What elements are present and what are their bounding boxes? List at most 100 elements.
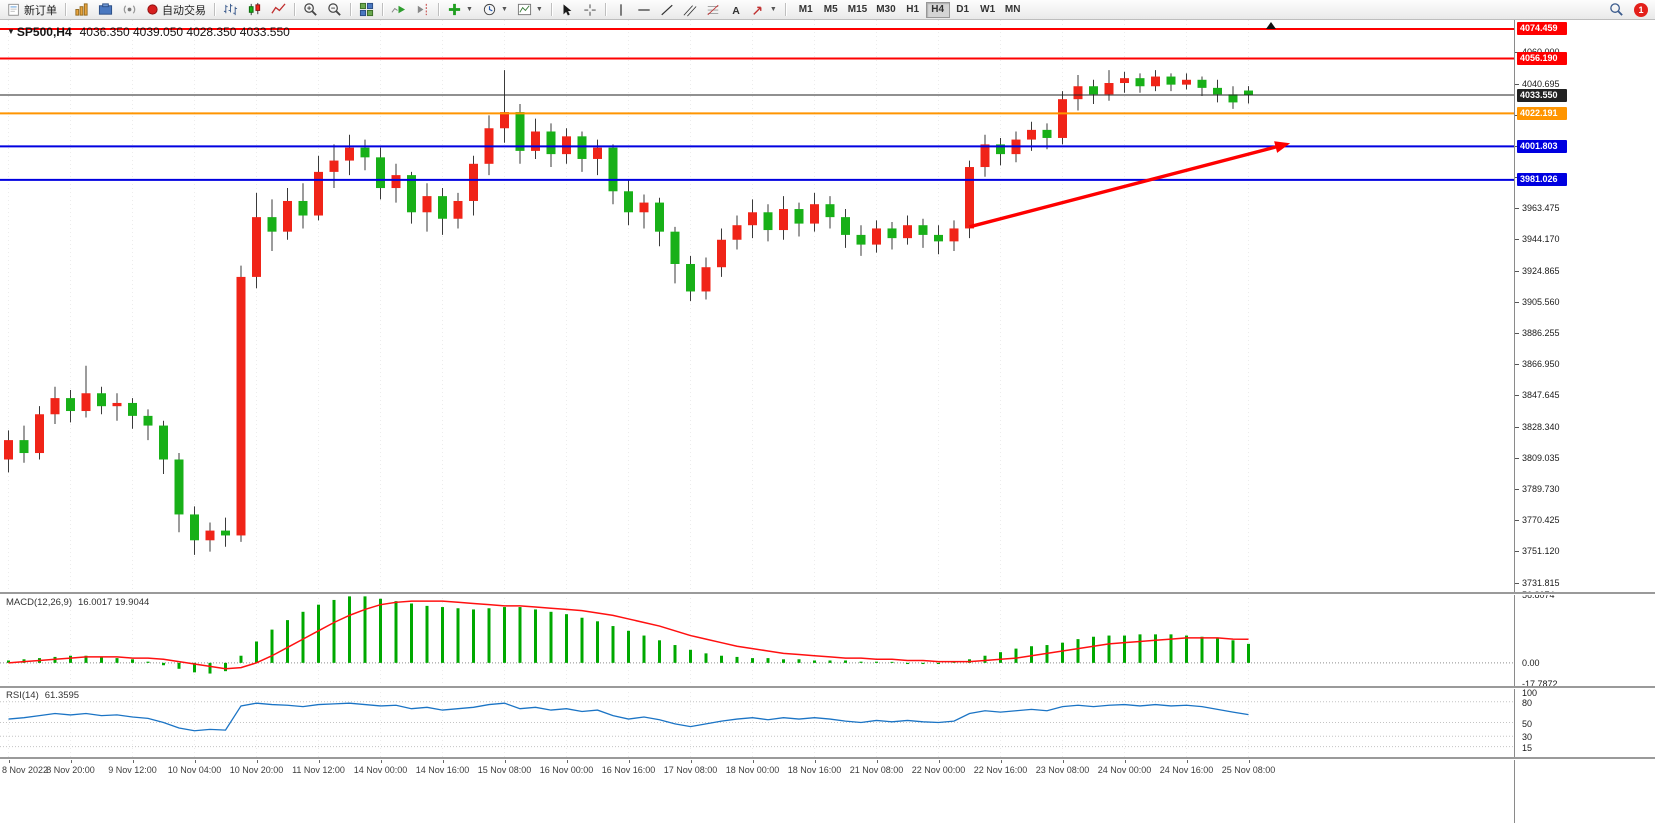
candle-body [1197,79,1207,88]
time-axis-label: 8 Nov 20:00 [46,765,95,775]
panel-splitter[interactable] [0,686,1655,689]
price-tick-label: 3828.340 [1522,421,1560,432]
candlestick-chart-icon [248,2,261,16]
timeframe-button-m30[interactable]: M30 [872,2,899,18]
candle-body [701,267,711,292]
candle-body [143,415,153,426]
new-chart-button[interactable] [70,1,93,18]
chevron-down-icon: ▼ [769,6,777,13]
rsi-canvas[interactable] [0,688,1514,757]
price-tickmark [1515,83,1519,85]
timeframe-button-m15[interactable]: M15 [844,2,871,18]
bar-chart-type-button[interactable] [219,1,242,18]
candle-body [996,144,1005,155]
timeframe-button-h4[interactable]: H4 [925,1,950,18]
candle-body [236,276,246,536]
cursor-tool-button[interactable] [556,1,578,18]
arrows-tool-button[interactable]: ▼ [748,1,781,18]
chevron-down-icon: ▼ [500,6,508,13]
candle-body [732,225,742,240]
chart-shift-button[interactable] [411,1,434,18]
fibonacci-tool-button[interactable] [702,1,724,18]
trendline-tool-button[interactable] [656,1,678,18]
panel-splitter[interactable] [0,757,1655,760]
quick-trade-collapse-icon[interactable]: ▼ [7,27,15,36]
timeframe-button-m1[interactable]: M1 [794,2,818,18]
signals-button[interactable] [118,1,141,18]
price-tick-label: 3770.425 [1522,515,1560,526]
price-axis[interactable]: 4060.0004040.6954021.3904002.0853982.780… [1514,20,1655,823]
new-chart-icon [75,3,88,16]
crosshair-tool-button[interactable] [579,1,601,18]
time-axis-label: 14 Nov 16:00 [415,765,470,775]
time-axis-label: 22 Nov 00:00 [911,765,966,775]
candle-body [841,217,850,235]
auto-scroll-icon [391,5,406,14]
timeframe-button-m5[interactable]: M5 [819,2,843,18]
new-order-button[interactable]: 新订单 [3,1,61,18]
time-axis-label: 14 Nov 00:00 [353,765,408,775]
toolbar-separator [438,3,439,16]
candle-body [748,212,757,226]
autotrading-button[interactable]: 自动交易 [142,1,210,18]
candle-body [531,131,540,151]
toolbar-separator [550,3,552,16]
toolbar-separator [604,3,606,16]
time-axis[interactable]: 8 Nov 2022 8 Nov 20:00 9 Nov 12:00 10 Nov 0… [0,759,1514,823]
timeframe-button-w1[interactable]: W1 [976,2,1000,18]
candlestick-chart-type-button[interactable] [243,1,266,18]
time-tickmark [132,759,134,763]
zoom-out-button[interactable] [323,1,346,18]
search-button[interactable] [1605,1,1628,18]
rsi-scale-label: 80 [1522,697,1533,708]
line-chart-icon [271,3,286,14]
time-tickmark [752,759,754,763]
time-tickmark [690,759,692,763]
profiles-button[interactable] [94,1,117,18]
candle-body [453,200,463,219]
vertical-line-tool-button[interactable] [610,1,632,18]
toolbar-separator [294,3,295,16]
tile-windows-button[interactable] [355,1,378,18]
channel-tool-button[interactable] [679,1,701,18]
notification-badge[interactable]: 1 [1634,2,1648,17]
main-chart-canvas[interactable] [0,20,1514,592]
candle-body [763,212,773,231]
time-tickmark [1000,759,1002,763]
price-tickmark [1515,270,1519,272]
candle-body [872,228,881,245]
candle-body [1228,94,1238,103]
price-tick-label: 3866.950 [1522,359,1560,370]
panel-splitter[interactable] [0,592,1655,595]
rsi-scale-label: 100 [1522,688,1538,698]
templates-button[interactable]: ▼ [513,1,547,18]
time-tickmark [1124,759,1126,763]
macd-scale-label: 56.8074 [1522,590,1555,601]
rsi-scale-label: 15 [1522,742,1533,753]
horizontal-line-tool-button[interactable] [633,1,655,18]
candle-body [794,209,804,224]
time-axis-label: 10 Nov 20:00 [229,765,284,775]
price-tick-label: 3944.170 [1522,234,1560,245]
rsi-line [8,702,1249,732]
trend-arrow-line[interactable] [969,144,1280,229]
timeframe-button-h1[interactable]: H1 [901,2,925,18]
macd-canvas[interactable] [0,594,1514,686]
time-axis-label: 24 Nov 16:00 [1159,765,1214,775]
new-order-icon [8,3,19,16]
zoom-in-button[interactable] [299,1,322,18]
line-chart-type-button[interactable] [267,1,290,18]
timeframe-button-d1[interactable]: D1 [951,2,975,18]
periods-button[interactable]: ▼ [478,1,512,18]
add-indicator-button[interactable]: ▼ [443,1,477,18]
auto-scroll-button[interactable] [387,1,410,18]
time-tickmark [814,759,816,763]
candle-body [345,147,354,161]
candle-body [469,163,478,201]
timeframe-button-mn[interactable]: MN [1001,2,1025,18]
price-badge: 4056.190 [1517,51,1567,65]
candle-body [97,393,106,407]
text-tool-button[interactable]: A [725,1,747,18]
channel-icon [683,4,697,16]
candle-body [81,393,91,412]
